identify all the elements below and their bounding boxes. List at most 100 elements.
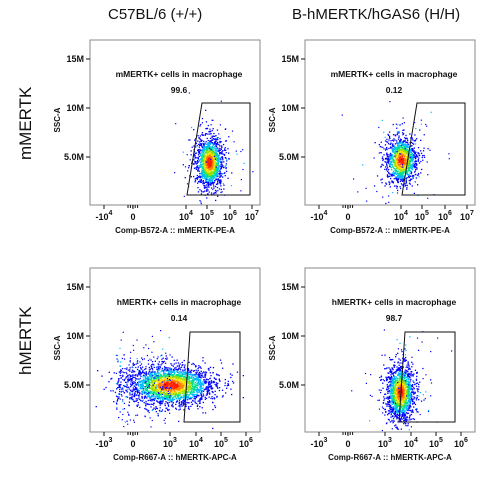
scatter-point [154, 392, 156, 394]
scatter-point [146, 393, 148, 395]
scatter-point [399, 163, 401, 165]
scatter-point [108, 381, 110, 383]
scatter-point [415, 163, 417, 165]
scatter-point [193, 391, 195, 393]
scatter-point [420, 119, 422, 121]
scatter-point [205, 146, 208, 149]
scatter-point [179, 369, 182, 371]
scatter-point [174, 377, 176, 379]
scatter-point [196, 177, 198, 179]
scatter-point [165, 379, 167, 381]
scatter-point [214, 165, 216, 167]
scatter-point [120, 361, 122, 363]
scatter-point [166, 384, 168, 386]
scatter-point [157, 370, 159, 372]
scatter-point [201, 374, 203, 377]
scatter-point [210, 141, 212, 144]
scatter-point [211, 382, 213, 384]
scatter-point [156, 389, 158, 391]
scatter-point [192, 377, 194, 379]
scatter-point [154, 389, 156, 391]
scatter-point [202, 143, 205, 146]
scatter-point [192, 362, 194, 365]
scatter-point [398, 156, 400, 158]
scatter-point [409, 159, 411, 161]
scatter-point [200, 155, 202, 157]
scatter-point [215, 166, 217, 168]
scatter-point [125, 377, 127, 379]
scatter-point [138, 372, 140, 374]
scatter-point [225, 392, 227, 394]
scatter-point [210, 157, 213, 159]
scatter-point [146, 354, 149, 357]
scatter-point [177, 376, 180, 379]
scatter-point [176, 373, 178, 376]
scatter-point [227, 148, 229, 150]
scatter-point [159, 372, 161, 374]
scatter-point [212, 160, 214, 162]
scatter-point [138, 389, 140, 392]
scatter-point [396, 140, 398, 142]
scatter-point [199, 400, 201, 403]
scatter-point [168, 388, 170, 390]
scatter-point [402, 129, 404, 131]
scatter-point [158, 401, 160, 404]
scatter-point [143, 379, 145, 381]
scatter-point [225, 128, 227, 130]
scatter-point [137, 398, 139, 400]
scatter-point [118, 416, 120, 419]
scatter-point [182, 386, 184, 388]
scatter-point [151, 378, 153, 380]
scatter-point [381, 156, 384, 158]
scatter-point [193, 363, 195, 366]
scatter-point [366, 200, 368, 202]
scatter-point [404, 162, 406, 165]
scatter-point [169, 392, 171, 394]
scatter-point [172, 397, 174, 399]
scatter-point [195, 163, 198, 165]
scatter-point [398, 160, 400, 162]
scatter-point [169, 384, 171, 386]
scatter-point [218, 182, 221, 184]
scatter-point [126, 391, 129, 393]
scatter-point [212, 151, 214, 153]
scatter-point [154, 371, 156, 373]
scatter-point [204, 163, 206, 166]
scatter-point [196, 378, 198, 380]
scatter-point [151, 364, 153, 366]
scatter-point [186, 388, 189, 390]
scatter-point [409, 150, 411, 152]
scatter-point [134, 377, 137, 379]
scatter-point [227, 384, 230, 386]
scatter-point [206, 137, 208, 140]
scatter-point [158, 380, 160, 383]
scatter-point [407, 176, 409, 179]
scatter-point [386, 148, 388, 151]
scatter-point [382, 196, 384, 198]
scatter-point [199, 389, 201, 391]
scatter-point [376, 175, 379, 177]
scatter-point [412, 165, 414, 168]
scatter-point [208, 172, 210, 174]
scatter-point [178, 386, 180, 389]
scatter-point [162, 392, 164, 394]
scatter-point [154, 393, 157, 395]
scatter-point [195, 396, 198, 398]
scatter-point [391, 147, 393, 149]
scatter-point [199, 380, 202, 382]
scatter-point [145, 393, 148, 396]
scatter-points [174, 92, 254, 205]
scatter-point [209, 381, 211, 383]
scatter-point [211, 179, 214, 181]
scatter-point [397, 154, 399, 156]
scatter-point [393, 147, 395, 149]
scatter-point [392, 139, 394, 141]
scatter-point [202, 393, 204, 395]
scatter-point [159, 378, 161, 380]
scatter-point [378, 152, 380, 154]
scatter-point [208, 168, 211, 170]
scatter-point [402, 152, 404, 154]
scatter-point [170, 372, 173, 374]
scatter-point [384, 168, 386, 170]
scatter-point [389, 143, 392, 145]
